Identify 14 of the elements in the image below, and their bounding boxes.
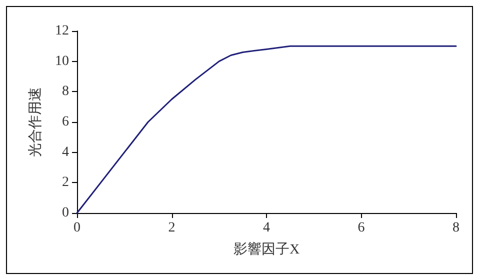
x-tick-label: 8 bbox=[452, 220, 460, 236]
y-tick-label: 4 bbox=[62, 144, 69, 160]
y-axis-title: 光合作用速 bbox=[28, 87, 44, 157]
y-tick-label: 2 bbox=[62, 175, 69, 190]
x-axis-title: 影響因子X bbox=[233, 242, 300, 258]
y-tick-label: 8 bbox=[62, 84, 69, 100]
y-tick-label: 12 bbox=[55, 24, 69, 38]
x-tick-label: 0 bbox=[74, 220, 80, 236]
x-tick-label: 2 bbox=[168, 220, 176, 236]
y-tick-label: 10 bbox=[55, 54, 69, 69]
y-tick-label: 6 bbox=[62, 114, 69, 130]
x-tick-label: 6 bbox=[358, 220, 365, 236]
y-tick-label: 0 bbox=[62, 206, 69, 220]
x-tick-label: 4 bbox=[263, 220, 270, 236]
